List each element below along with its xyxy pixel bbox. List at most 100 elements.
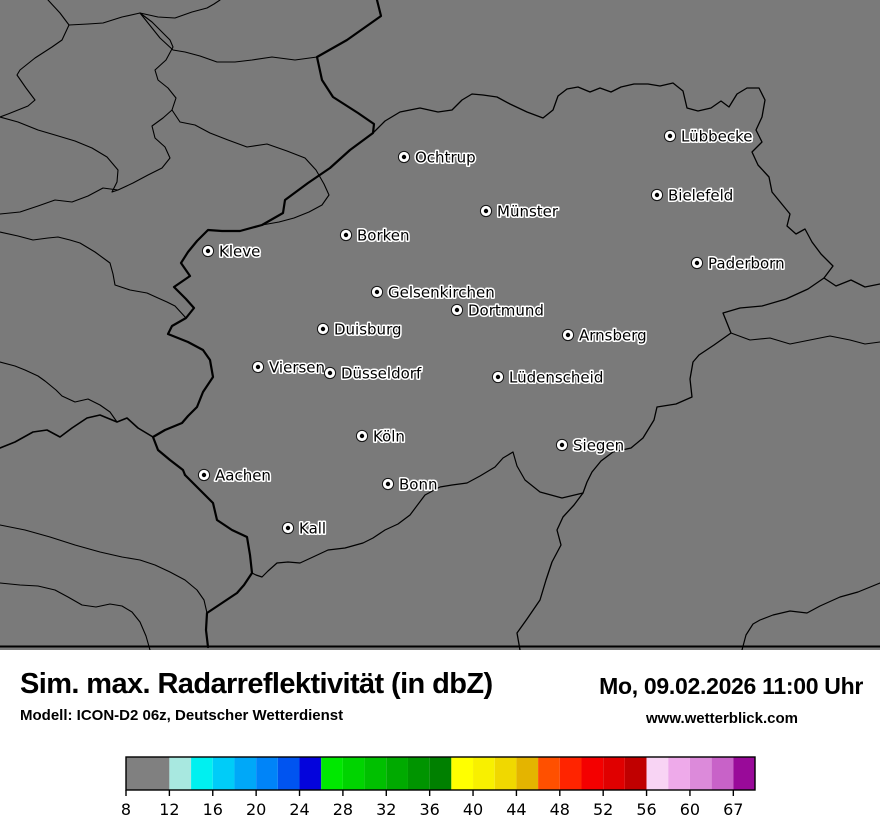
colorbar-segment-44 [516, 757, 539, 790]
city-label: Lübbecke [681, 128, 753, 146]
city-dot-center-icon [201, 472, 207, 478]
city-dot-center-icon [374, 289, 380, 295]
colorbar-segment-54 [624, 757, 647, 790]
border-line-be-province-h [0, 361, 118, 423]
colorbar-tick-label: 28 [333, 800, 353, 819]
colorbar-segment-22 [277, 757, 300, 790]
colorbar-tick-label: 12 [159, 800, 179, 819]
city-label: Ochtrup [415, 149, 476, 167]
city-label: Kleve [219, 243, 260, 261]
title-block: Sim. max. Radarreflektivität (in dbZ) Mo… [0, 648, 880, 743]
colorbar-segment-28 [342, 757, 365, 790]
city-marker: Kleve [201, 241, 262, 262]
colorbar-tick-label: 48 [550, 800, 570, 819]
city-dot-center-icon [255, 364, 261, 370]
colorbar-segment-30 [364, 757, 387, 790]
colorbar-segment-60 [689, 757, 712, 790]
colorbar-legend: 8 12 16 20 24 28 32 36 40 44 48 52 56 60 67 [121, 756, 756, 819]
border-line-be-province-i [0, 524, 208, 614]
city-dot-center-icon [205, 248, 211, 254]
colorbar-segment-8 [126, 757, 170, 790]
city-dot-center-icon [565, 332, 571, 338]
city-marker: Duisburg [316, 319, 403, 340]
city-marker: Gelsenkirchen [370, 282, 496, 303]
colorbar-tick-label: 52 [593, 800, 613, 819]
colorbar-segment-12 [169, 757, 192, 790]
city-label: Viersen [269, 359, 325, 377]
colorbar-segment-14 [191, 757, 213, 790]
main-title: Sim. max. Radarreflektivität (in dbZ) [20, 668, 493, 700]
colorbar-segment-40 [473, 757, 495, 790]
city-label: Düsseldorf [341, 365, 422, 383]
city-dot-center-icon [483, 208, 489, 214]
city-marker: Bonn [381, 474, 439, 495]
colorbar-tick-label: 40 [463, 800, 483, 819]
colorbar-segment-24 [299, 757, 322, 790]
border-line-weser-line [730, 332, 880, 345]
colorbar-tick-label: 16 [203, 800, 223, 819]
city-marker: Siegen [555, 435, 626, 456]
city-label: Aachen [215, 467, 271, 485]
colorbar-frame [125, 756, 756, 791]
map-background [0, 0, 880, 650]
colorbar-segment-46 [538, 757, 560, 790]
city-dot-center-icon [320, 326, 326, 332]
colorbar-segment-42 [494, 757, 517, 790]
border-line-hessen-rlp-border [741, 582, 880, 650]
colorbar-segment-26 [321, 757, 343, 790]
city-marker: Köln [355, 426, 406, 447]
colorbar-tick-label: 60 [680, 800, 700, 819]
colorbar-segment-32 [386, 757, 408, 790]
border-line-nl-province-d [0, 116, 119, 193]
colorbar-segment-48 [559, 757, 582, 790]
city-marker: Ochtrup [397, 147, 477, 168]
colorbar-segment-36 [429, 757, 452, 790]
city-label: Kall [299, 520, 326, 538]
city-marker: Bielefeld [650, 185, 735, 206]
colorbar-tick-label: 56 [636, 800, 656, 819]
city-dot-center-icon [385, 481, 391, 487]
colorbar-tick-label: 67 [723, 800, 743, 819]
city-marker: Lüdenscheid [491, 367, 605, 388]
city-dot-center-icon [359, 433, 365, 439]
city-label: Paderborn [708, 255, 785, 273]
colorbar-segment-52 [603, 757, 625, 790]
city-marker: Lübbecke [663, 126, 754, 147]
colorbar-segment-18 [234, 757, 257, 790]
colorbar-tick-label: 24 [289, 800, 309, 819]
city-label: Arnsberg [579, 327, 647, 345]
city-marker: Arnsberg [561, 325, 648, 346]
city-marker: Aachen [197, 465, 272, 486]
city-label: Münster [497, 203, 559, 221]
city-dot-center-icon [667, 133, 673, 139]
border-line-nrw-east-border [516, 277, 825, 650]
city-marker: Düsseldorf [323, 363, 423, 384]
city-label: Dortmund [468, 302, 544, 320]
colorbar-tick-label: 8 [121, 800, 131, 819]
colorbar-segment-34 [407, 757, 430, 790]
border-line-be-de-border [183, 473, 254, 649]
city-dot-center-icon [401, 154, 407, 160]
border-line-nl-de-border-north [151, 0, 383, 477]
city-marker: Viersen [251, 357, 327, 378]
city-dot-center-icon [454, 307, 460, 313]
datetime-label: Mo, 09.02.2026 11:00 Uhr [599, 673, 863, 699]
border-line-nl-province-b [0, 24, 70, 118]
border-line-nl-province-g [0, 231, 187, 319]
map-svg: Lübbecke Ochtrup Bielefeld Münster Borken Kle… [0, 0, 880, 650]
colorbar-segment-58 [668, 757, 690, 790]
border-line-nl-province-c [0, 12, 177, 215]
colorbar-segment-20 [256, 757, 278, 790]
colorbar-tick-label: 32 [376, 800, 396, 819]
city-label: Bonn [399, 476, 437, 494]
colorbar-segment-56 [646, 757, 669, 790]
border-line-nrw-south-border [251, 451, 584, 578]
city-marker: Kall [281, 518, 328, 539]
website-label: www.wetterblick.com [646, 710, 798, 727]
colorbar-segment-50 [581, 757, 604, 790]
colorbar-tick-label: 36 [419, 800, 439, 819]
city-dot-center-icon [327, 370, 333, 376]
city-label: Borken [357, 227, 410, 245]
border-line-nl-be-border [0, 414, 154, 449]
